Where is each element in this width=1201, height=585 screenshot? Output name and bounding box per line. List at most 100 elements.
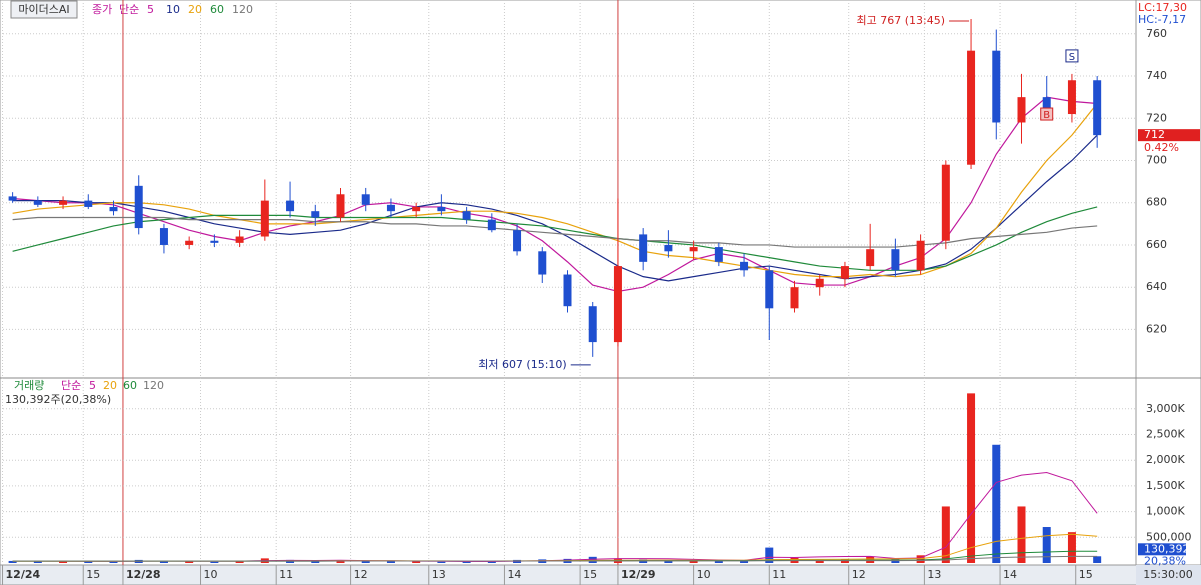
volume-bar: [8, 560, 17, 563]
volume-bar: [437, 561, 446, 563]
volume-bar: [210, 561, 219, 563]
x-tick-label: 10: [204, 568, 218, 581]
ma-line: [12, 134, 1098, 282]
y-tick-label: 3,000K: [1146, 402, 1185, 415]
candle-body: [386, 204, 395, 212]
candle-body: [84, 200, 93, 207]
x-tick-label: 12: [354, 568, 368, 581]
last-price-tag: [1138, 129, 1200, 142]
volume-bar: [740, 560, 749, 563]
candle-body: [1067, 80, 1076, 115]
legend-entry: 5: [147, 3, 154, 16]
candle-body: [210, 240, 219, 243]
ai-button[interactable]: [10, 0, 78, 19]
x-tick-label: 12/28: [126, 568, 161, 581]
volume-bar: [1042, 527, 1051, 563]
candle-body: [286, 200, 295, 212]
last-volume: 130,392: [1144, 542, 1190, 555]
volume-bar: [159, 560, 168, 563]
volume-bar: [336, 560, 345, 563]
volume-label: 거래량: [14, 379, 44, 392]
x-tick-label: 15: [86, 568, 100, 581]
candle-body: [487, 219, 496, 231]
candle-body: [437, 206, 446, 212]
volume-bar: [235, 561, 244, 563]
candle-body: [891, 249, 900, 271]
y-tick-label: 760: [1146, 27, 1167, 40]
y-tick-label: 640: [1146, 280, 1167, 293]
volume-bar: [462, 561, 471, 563]
ma-line: [12, 96, 1098, 293]
candle-body: [740, 261, 749, 271]
trade-marker-label: S: [1069, 52, 1075, 63]
y-tick-label: 660: [1146, 238, 1167, 251]
y-tick-label: 2,000K: [1146, 453, 1185, 466]
lc-label: LC:17,30: [1138, 1, 1187, 14]
legend-entry: 20: [103, 379, 117, 392]
candle-body: [462, 211, 471, 220]
candle-body: [689, 247, 698, 252]
volume-bar: [33, 561, 42, 563]
y-tick-label: 1,500K: [1146, 479, 1185, 492]
trade-marker: [1065, 49, 1079, 63]
ma-line: [12, 103, 1098, 278]
candle-body: [412, 206, 421, 212]
candle-body: [916, 240, 925, 271]
candle-body: [1093, 80, 1102, 136]
candle-body: [235, 236, 244, 243]
candle-body: [1042, 97, 1051, 115]
x-tick-label: 13: [927, 568, 941, 581]
volume-bar: [815, 559, 824, 563]
ma-line: [12, 216, 1098, 248]
x-tick-label: 11: [772, 568, 786, 581]
candle-body: [59, 200, 68, 205]
volume-bar: [361, 561, 370, 563]
candle-body: [790, 287, 799, 309]
x-tick-label: 12: [852, 568, 866, 581]
annotation: 최저 607 (15:10): [478, 358, 567, 371]
candle-body: [185, 240, 194, 245]
candle-body: [538, 251, 547, 275]
x-tick-label: 15: [583, 568, 597, 581]
volume-bar: [109, 561, 118, 563]
ratio-label: 20,38%: [1144, 554, 1186, 567]
y-tick-label: 2,500K: [1146, 427, 1185, 440]
trade-marker: [1040, 107, 1054, 121]
y-tick-label: 740: [1146, 69, 1167, 82]
legend-entry: 20: [188, 3, 202, 16]
y-tick-label: 500,000: [1146, 530, 1192, 543]
candle-body: [639, 234, 648, 262]
volume-bar: [1017, 506, 1026, 563]
y-tick-label: 700: [1146, 153, 1167, 166]
volume-bar: [386, 561, 395, 563]
trade-marker-label: B: [1043, 110, 1050, 121]
candle-body: [714, 247, 723, 262]
candle-body: [941, 164, 950, 241]
y-tick-label: 720: [1146, 111, 1167, 124]
legend-entry: 10: [166, 3, 180, 16]
volume-ma-line: [12, 555, 1098, 562]
volume-bar: [1067, 532, 1076, 563]
volume-bar: [185, 561, 194, 563]
volume-bar: [59, 561, 68, 563]
x-tick-label: 10: [697, 568, 711, 581]
time-box: [1136, 565, 1201, 585]
volume-bar: [1093, 556, 1102, 563]
volume-bar: [765, 547, 774, 563]
candle-body: [33, 200, 42, 205]
candle-body: [159, 228, 168, 245]
volume-bar: [588, 556, 597, 563]
candle-body: [361, 194, 370, 205]
legend-entry: 120: [143, 379, 164, 392]
ma-line: [12, 206, 1098, 271]
volume-bar: [714, 560, 723, 563]
ai-button-label[interactable]: 마이더스AI: [18, 3, 69, 16]
candle-body: [513, 230, 522, 252]
annotation: 최고 767 (13:45): [857, 14, 946, 27]
hc-label: HC:-7,17: [1138, 13, 1186, 26]
last-volume-tag: [1138, 543, 1186, 556]
volume-bar: [311, 560, 320, 563]
x-tick-label: 14: [507, 568, 521, 581]
change-label: 0.42%: [1144, 141, 1179, 154]
